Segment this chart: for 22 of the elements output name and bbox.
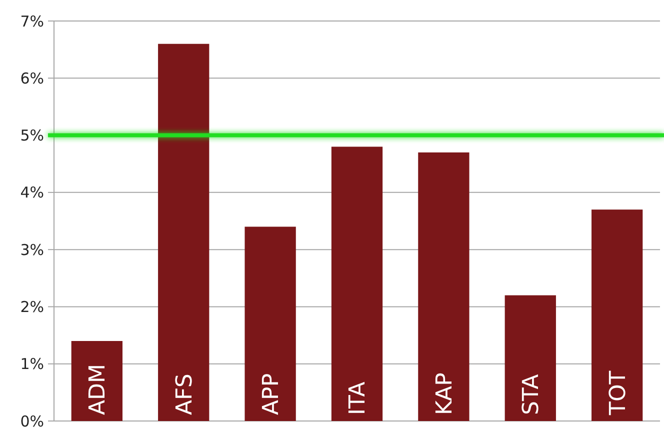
y-tick-label: 6% <box>20 69 44 88</box>
bar <box>244 226 296 421</box>
y-tick-label: 1% <box>20 355 44 374</box>
bar <box>418 152 470 421</box>
y-tick-label: 5% <box>20 126 44 145</box>
bar <box>504 295 556 421</box>
y-tick-label: 2% <box>20 298 44 316</box>
x-tick-label: APP <box>259 373 284 415</box>
y-tick-label: 0% <box>20 412 44 428</box>
x-tick-label: ADM <box>86 364 111 415</box>
bar <box>331 146 383 421</box>
x-tick-label: STA <box>519 374 544 415</box>
bar <box>158 44 210 421</box>
y-tick-label: 4% <box>20 184 44 202</box>
y-tick-label: 7% <box>20 12 44 30</box>
x-tick-label: TOT <box>606 370 631 416</box>
x-tick-label: ITA <box>346 382 371 415</box>
bar <box>592 210 643 421</box>
x-tick-label: AFS <box>172 374 198 415</box>
bar <box>71 341 122 421</box>
y-tick-label: 3% <box>20 240 44 259</box>
x-tick-label: KAP <box>432 372 458 415</box>
